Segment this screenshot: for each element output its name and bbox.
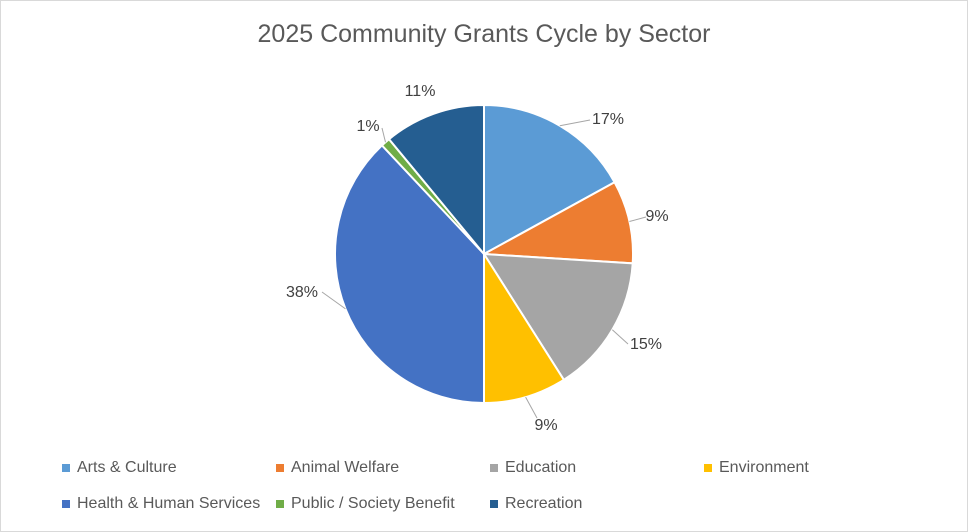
chart-title: 2025 Community Grants Cycle by Sector [257, 20, 711, 48]
legend-item: Health & Human Services [62, 491, 260, 517]
legend-label: Environment [719, 459, 809, 476]
data-label: 9% [645, 208, 668, 225]
legend-row: Health & Human Services Public / Society … [62, 491, 942, 527]
leader-lines [321, 119, 647, 419]
leader-line [611, 329, 629, 345]
data-label: 38% [286, 284, 318, 301]
legend-item: Recreation [490, 491, 582, 517]
data-label: 11% [405, 83, 436, 100]
pie-slice [483, 250, 566, 405]
legend-label: Animal Welfare [291, 459, 400, 476]
legend-item: Public / Society Benefit [276, 491, 455, 517]
legend-label: Public / Society Benefit [291, 495, 455, 512]
legend-label: Recreation [505, 495, 583, 512]
data-labels: 17% 9% 15% 9% 38% 1% 11% [286, 83, 669, 434]
legend-swatch [490, 500, 498, 508]
data-label: 9% [534, 417, 557, 434]
data-label: 17% [592, 111, 624, 128]
legend-label: Arts & Culture [77, 459, 177, 476]
pie-slice [480, 180, 635, 265]
legend-swatch [62, 500, 70, 508]
pie-slices [333, 103, 635, 405]
leader-line [381, 127, 386, 143]
data-label: 15% [630, 336, 662, 353]
legend-item: Environment [704, 455, 809, 481]
data-label: 1% [356, 118, 379, 135]
legend-item: Education [490, 455, 576, 481]
legend-item: Arts & Culture [62, 455, 177, 481]
legend-label: Health & Human Services [77, 495, 261, 512]
pie-slice [482, 252, 634, 382]
legend-swatch [276, 464, 284, 472]
legend: Arts & Culture Animal Welfare Education Env… [62, 455, 942, 527]
leader-line [321, 291, 346, 310]
leader-line [525, 396, 538, 419]
legend-swatch [276, 500, 284, 508]
leader-line [629, 216, 647, 222]
legend-swatch [704, 464, 712, 472]
legend-label: Education [505, 459, 577, 476]
legend-swatch [490, 464, 498, 472]
legend-row: Arts & Culture Animal Welfare Education Env… [62, 455, 942, 491]
legend-item: Animal Welfare [276, 455, 399, 481]
pie-slice [387, 103, 485, 257]
leader-line [559, 119, 591, 127]
legend-swatch [62, 464, 70, 472]
